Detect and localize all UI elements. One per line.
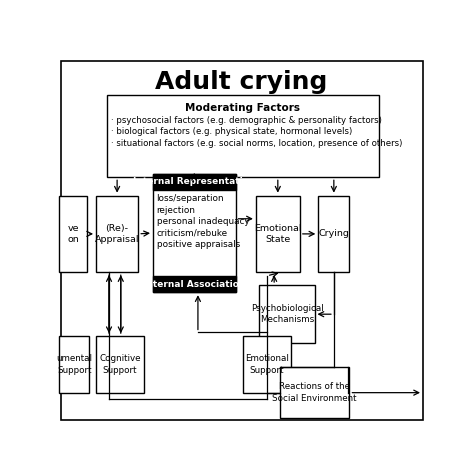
Text: ve
on: ve on [67, 224, 79, 244]
Text: loss/separation
rejection
personal inadequacy
criticism/rebuke
positive appraisa: loss/separation rejection personal inade… [156, 194, 249, 249]
Bar [259, 285, 315, 343]
Bar [59, 196, 87, 272]
Bar [153, 276, 236, 292]
Bar [59, 336, 90, 392]
Bar [318, 196, 349, 272]
Bar [153, 173, 236, 190]
Bar [280, 367, 349, 418]
Text: Emotional
Support: Emotional Support [245, 354, 289, 374]
Text: Adult crying: Adult crying [155, 71, 327, 94]
Bar [256, 196, 300, 272]
Bar [243, 336, 291, 392]
Text: Internal Representation: Internal Representation [133, 177, 255, 186]
Bar [96, 196, 138, 272]
Text: (Re)-
Appraisal: (Re)- Appraisal [95, 224, 139, 244]
Text: · psychosocial factors (e.g. demographic & personality factors)
· biological fac: · psychosocial factors (e.g. demographic… [111, 116, 403, 147]
Bar [107, 95, 379, 177]
Bar [96, 336, 144, 392]
Text: Reactions of the
Social Environment: Reactions of the Social Environment [272, 383, 357, 403]
Text: Internal Association: Internal Association [143, 280, 246, 289]
Text: Psychobiological
Mechanisms: Psychobiological Mechanisms [251, 304, 323, 324]
Text: Cognitive
Support: Cognitive Support [99, 354, 141, 374]
Text: Crying: Crying [319, 229, 349, 238]
Text: Emotional
State: Emotional State [254, 224, 301, 244]
Bar [153, 173, 236, 292]
Text: umental
Support: umental Support [56, 354, 92, 374]
Text: Moderating Factors: Moderating Factors [185, 103, 301, 113]
